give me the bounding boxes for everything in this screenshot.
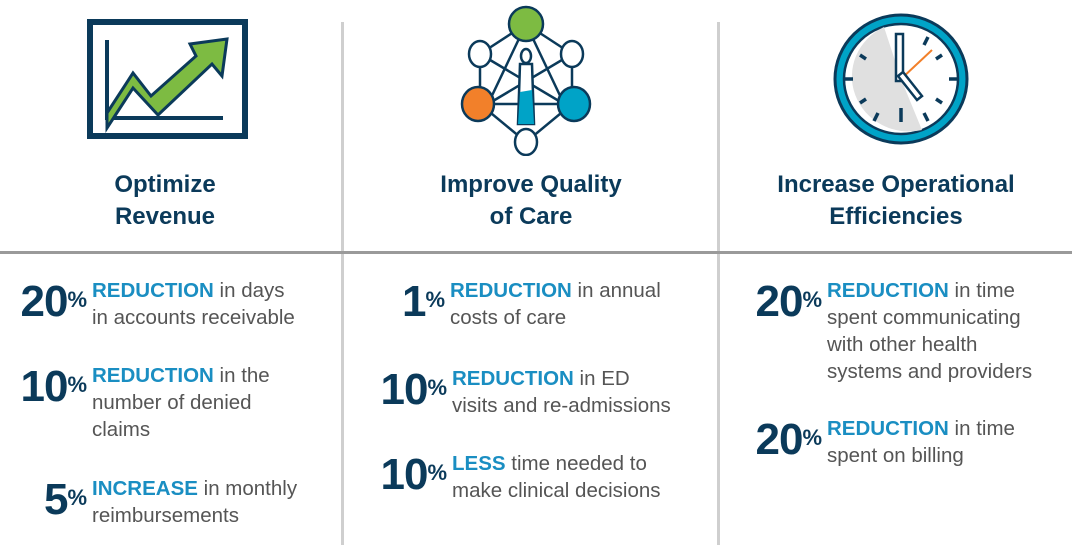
stat-text: make clinical decisions: [452, 479, 661, 502]
stat-text: in accounts receivable: [92, 306, 295, 329]
stat-text: spent on billing: [827, 444, 964, 467]
stat-value: 5%: [0, 475, 87, 524]
stat-text: reimbursements: [92, 504, 239, 527]
stat-description: REDUCTION in time spent on billing: [827, 415, 1015, 469]
stat-text: visits and re-admissions: [452, 394, 671, 417]
stat-keyword: REDUCTION: [450, 279, 572, 302]
stat-number: 10: [380, 365, 428, 414]
stat-description: LESS time needed to make clinical decisio…: [452, 450, 661, 504]
stat-value: 1%: [360, 277, 445, 326]
stat-unit: %: [67, 485, 87, 510]
stat-unit: %: [67, 372, 87, 397]
trend-chart-icon: [87, 19, 248, 139]
stat-item: 20% REDUCTION in time spent communicating…: [735, 277, 1032, 385]
stat-description: REDUCTION in time spent communicating with…: [827, 277, 1032, 385]
column-title-efficiency: Increase Operational Efficiencies: [777, 171, 1015, 230]
stat-unit: %: [425, 287, 445, 312]
care-network-icon: [460, 5, 592, 156]
stat-value: 10%: [360, 453, 446, 497]
stat-keyword: INCREASE: [92, 477, 198, 500]
stat-text: with other health: [827, 333, 978, 356]
stat-value: 10%: [0, 365, 86, 409]
stat-item: 10% LESS time needed to make clinical dec…: [360, 450, 661, 504]
stat-text: systems and providers: [827, 360, 1033, 383]
column-title-revenue: Optimize Revenue: [114, 171, 216, 230]
stat-unit: %: [427, 460, 447, 485]
stat-keyword: REDUCTION: [92, 364, 214, 387]
stat-number: 10: [20, 362, 68, 411]
stat-value: 10%: [360, 368, 446, 412]
stat-description: REDUCTION in annual costs of care: [450, 277, 661, 331]
stat-unit: %: [427, 375, 447, 400]
stat-item: 1% REDUCTION in annual costs of care: [360, 277, 661, 331]
stat-text: claims: [92, 418, 151, 441]
clock-icon: [833, 13, 969, 145]
stat-item: 10% REDUCTION in ED visits and re-admissi…: [360, 365, 671, 419]
stat-number: 5: [43, 475, 69, 524]
stat-text: in time: [948, 279, 1015, 302]
stat-unit: %: [67, 287, 87, 312]
stat-text: number of denied: [92, 391, 252, 414]
column-divider: [717, 22, 720, 545]
stat-item: 10% REDUCTION in the number of denied clai…: [0, 362, 270, 443]
stat-value: 20%: [735, 418, 821, 462]
stat-number: 20: [755, 277, 803, 326]
stat-description: REDUCTION in the number of denied claims: [92, 362, 270, 443]
stat-description: REDUCTION in ED visits and re-admissions: [452, 365, 671, 419]
stat-text: spent communicating: [827, 306, 1021, 329]
stat-number: 10: [380, 450, 428, 499]
stat-number: 20: [20, 277, 68, 326]
stat-text: in annual: [571, 279, 661, 302]
stat-item: 20% REDUCTION in days in accounts receiva…: [0, 277, 295, 331]
stat-description: INCREASE in monthly reimbursements: [92, 475, 297, 529]
stat-number: 20: [755, 415, 803, 464]
stat-text: time needed to: [505, 452, 647, 475]
section-divider: [0, 251, 1072, 254]
column-divider: [341, 22, 344, 545]
stat-value: 20%: [735, 280, 821, 324]
stat-text: in the: [213, 364, 270, 387]
stat-keyword: LESS: [452, 452, 506, 475]
stat-description: REDUCTION in days in accounts receivable: [92, 277, 295, 331]
stat-keyword: REDUCTION: [92, 279, 214, 302]
stat-text: in monthly: [197, 477, 298, 500]
stat-unit: %: [802, 425, 822, 450]
stat-item: 20% REDUCTION in time spent on billing: [735, 415, 1015, 469]
stat-unit: %: [802, 287, 822, 312]
stat-text: costs of care: [450, 306, 567, 329]
stat-item: 5% INCREASE in monthly reimbursements: [0, 475, 297, 529]
stat-value: 20%: [0, 280, 86, 324]
stat-text: in ED: [573, 367, 630, 390]
stat-text: in time: [948, 417, 1015, 440]
stat-text: in days: [213, 279, 285, 302]
column-title-quality: Improve Quality of Care: [440, 171, 622, 230]
stat-keyword: REDUCTION: [827, 279, 949, 302]
stat-keyword: REDUCTION: [827, 417, 949, 440]
stat-keyword: REDUCTION: [452, 367, 574, 390]
stat-number: 1: [401, 277, 427, 326]
